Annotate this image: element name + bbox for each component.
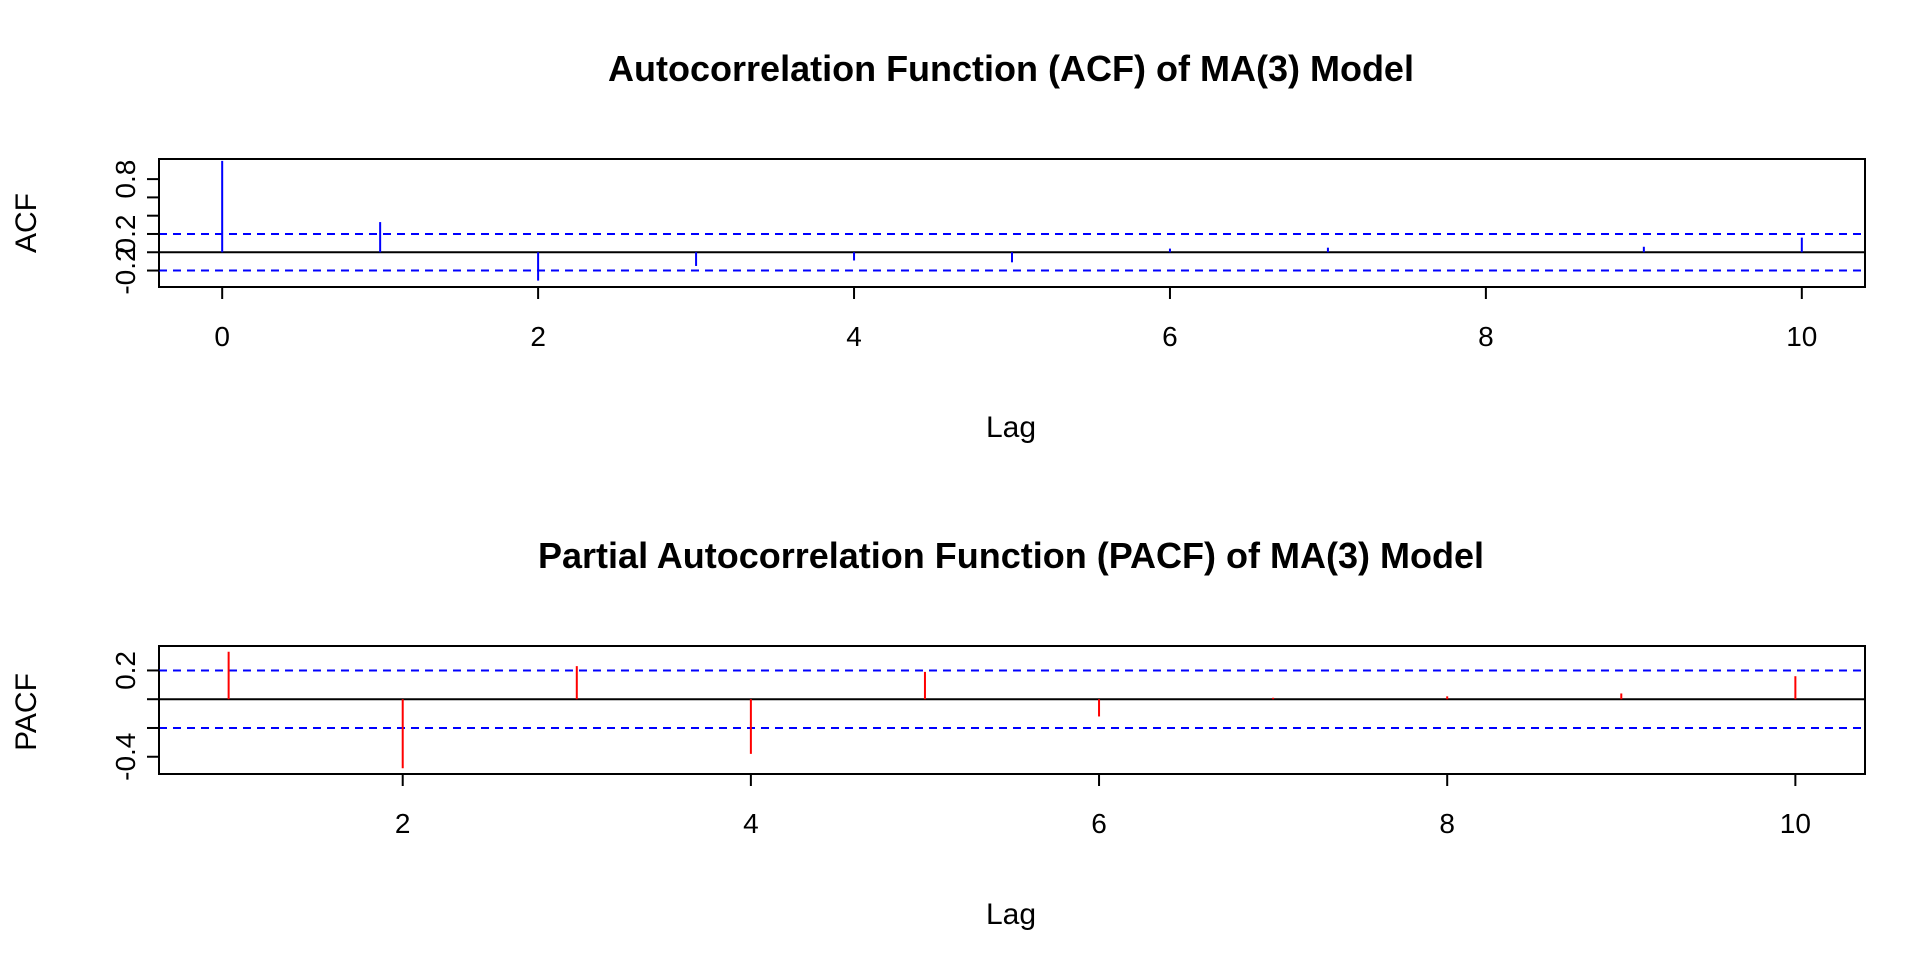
pacf-x-tick-label: 4	[743, 808, 759, 839]
acf-x-axis: 0 2 4 6 8 10	[214, 286, 1817, 352]
acf-title: Autocorrelation Function (ACF) of MA(3) …	[608, 48, 1414, 89]
acf-x-tick-label: 6	[1162, 321, 1178, 352]
acf-y-tick-label: -0.2	[110, 246, 141, 294]
pacf-x-axis-label: Lag	[986, 898, 1036, 931]
pacf-y-axis-label: PACF	[10, 673, 43, 751]
pacf-x-tick-label: 2	[395, 808, 411, 839]
pacf-bars	[227, 651, 1797, 769]
pacf-title: Partial Autocorrelation Function (PACF) …	[538, 535, 1484, 576]
acf-bars	[221, 160, 1803, 281]
pacf-y-tick-label: -0.4	[110, 733, 141, 781]
pacf-x-tick-label: 8	[1439, 808, 1455, 839]
pacf-panel: Partial Autocorrelation Function (PACF) …	[10, 535, 1866, 931]
pacf-x-tick-label: 6	[1091, 808, 1107, 839]
acf-x-tick-label: 10	[1786, 321, 1817, 352]
acf-y-tick-label: 0.8	[110, 160, 141, 199]
acf-x-tick-label: 8	[1478, 321, 1494, 352]
acf-y-axis-label: ACF	[10, 193, 43, 253]
pacf-y-tick-label: 0.2	[110, 651, 141, 690]
acf-panel: Autocorrelation Function (ACF) of MA(3) …	[10, 48, 1866, 444]
acf-y-tick-label: 0.2	[110, 215, 141, 254]
acf-x-tick-label: 2	[530, 321, 546, 352]
acf-plot-box	[158, 158, 1866, 288]
acf-x-tick-label: 0	[214, 321, 230, 352]
pacf-x-tick-label: 10	[1780, 808, 1811, 839]
pacf-confidence-band	[159, 669, 1865, 729]
acf-x-tick-label: 4	[846, 321, 862, 352]
acf-y-axis: -0.20.2 0.8	[110, 160, 160, 295]
pacf-x-axis: 2 4 6 8 10	[395, 773, 1811, 839]
pacf-plot-box	[158, 645, 1866, 775]
acf-x-axis-label: Lag	[986, 411, 1036, 444]
pacf-y-axis: -0.4 0.2	[110, 651, 160, 781]
